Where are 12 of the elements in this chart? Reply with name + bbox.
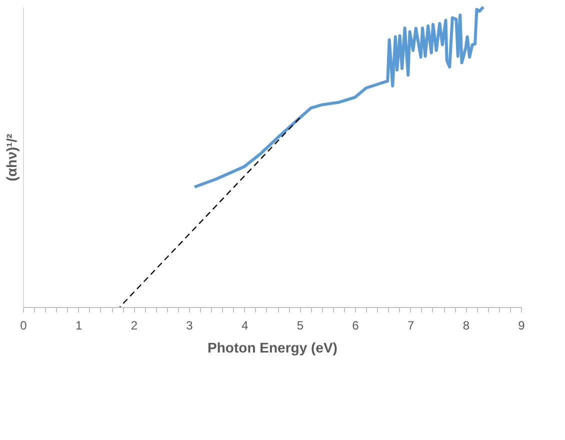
x-tick-label: 0 [20,318,28,332]
x-tick-label: 4 [241,318,248,332]
y-axis-title: (αhν)¹/² [4,133,20,182]
x-axis-title: Photon Energy (eV) [208,340,338,356]
x-tick-label: 2 [130,318,138,332]
x-tick-label: 3 [186,318,194,332]
x-tick-label: 6 [352,318,360,332]
x-tick-label: 9 [518,318,526,332]
x-tick-label: 8 [462,318,470,332]
x-tick-label: 7 [407,318,414,332]
x-tick-label: 1 [75,318,82,332]
x-tick-label: 5 [296,318,304,332]
